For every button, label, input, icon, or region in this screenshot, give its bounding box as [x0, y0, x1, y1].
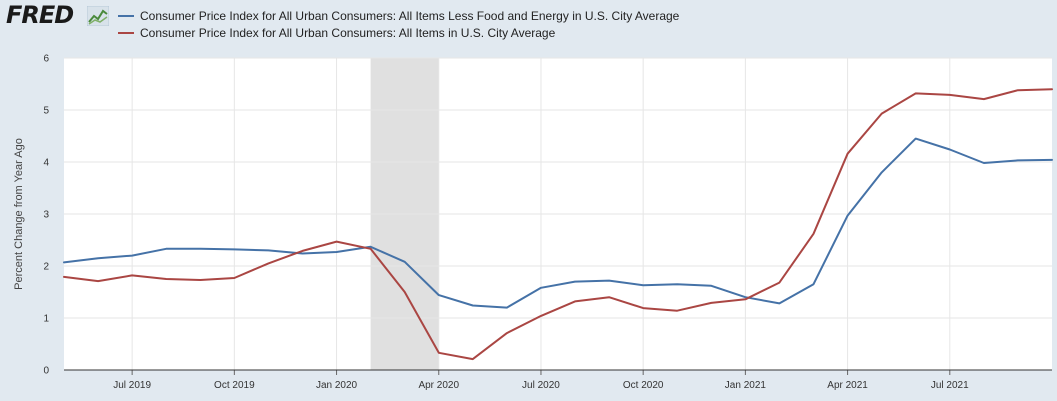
legend-swatch-core — [118, 14, 134, 17]
data-point-all-items — [1051, 88, 1053, 90]
data-point-core — [778, 302, 780, 304]
data-point-core — [438, 294, 440, 296]
data-point-all-items — [438, 352, 440, 354]
data-point-core — [63, 261, 65, 263]
data-point-core — [574, 280, 576, 282]
data-point-core — [335, 251, 337, 253]
data-point-all-items — [778, 281, 780, 283]
x-tick-label: Jan 2020 — [316, 380, 358, 391]
data-point-all-items — [744, 298, 746, 300]
data-point-all-items — [335, 240, 337, 242]
y-tick-label: 5 — [43, 106, 49, 117]
data-point-all-items — [642, 307, 644, 309]
y-axis-label: Percent Change from Year Ago — [13, 138, 25, 290]
data-point-all-items — [233, 277, 235, 279]
x-tick-label: Oct 2020 — [623, 380, 664, 391]
x-tick-label: Jul 2020 — [522, 380, 560, 391]
data-point-core — [267, 249, 269, 251]
data-point-core — [165, 248, 167, 250]
y-tick-label: 3 — [43, 210, 49, 221]
data-point-all-items — [301, 250, 303, 252]
y-tick-label: 4 — [43, 158, 49, 169]
data-point-core — [1051, 159, 1053, 161]
data-point-core — [472, 304, 474, 306]
legend-item-all-items[interactable]: Consumer Price Index for All Urban Consu… — [118, 24, 679, 41]
data-point-all-items — [608, 296, 610, 298]
data-point-all-items — [710, 302, 712, 304]
data-point-all-items — [97, 280, 99, 282]
data-point-core — [915, 137, 917, 139]
data-point-core — [97, 257, 99, 259]
x-tick-label: Jul 2019 — [113, 380, 151, 391]
fred-logo[interactable]: FRED — [6, 1, 74, 29]
data-point-all-items — [949, 94, 951, 96]
data-point-all-items — [131, 274, 133, 276]
legend-label-core: Consumer Price Index for All Urban Consu… — [140, 8, 680, 23]
data-point-core — [812, 283, 814, 285]
data-point-core — [676, 283, 678, 285]
y-tick-label: 6 — [43, 54, 49, 65]
data-point-all-items — [540, 315, 542, 317]
data-point-core — [608, 279, 610, 281]
data-point-core — [983, 162, 985, 164]
data-point-core — [642, 284, 644, 286]
data-point-all-items — [881, 112, 883, 114]
data-point-all-items — [472, 358, 474, 360]
data-point-core — [506, 306, 508, 308]
data-point-all-items — [165, 278, 167, 280]
x-tick-label: Oct 2019 — [214, 380, 255, 391]
data-point-all-items — [846, 153, 848, 155]
legend-swatch-all-items — [118, 31, 134, 34]
legend-item-core[interactable]: Consumer Price Index for All Urban Consu… — [118, 7, 679, 24]
legend-label-all-items: Consumer Price Index for All Urban Consu… — [140, 25, 556, 40]
data-point-core — [301, 252, 303, 254]
data-point-core — [233, 248, 235, 250]
data-point-core — [404, 261, 406, 263]
data-point-core — [1017, 159, 1019, 161]
data-point-core — [881, 171, 883, 173]
y-tick-label: 2 — [43, 262, 49, 273]
data-point-all-items — [404, 291, 406, 293]
series-line-all-items — [63, 88, 1053, 361]
fred-chart-icon — [87, 6, 109, 26]
data-point-all-items — [63, 276, 65, 278]
data-point-all-items — [983, 98, 985, 100]
y-tick-label: 1 — [43, 314, 49, 325]
data-point-all-items — [369, 248, 371, 250]
chart-header: FRED Consumer Price Index for All Urban … — [0, 0, 1057, 48]
data-point-core — [199, 248, 201, 250]
data-point-all-items — [199, 279, 201, 281]
data-point-all-items — [267, 262, 269, 264]
data-point-core — [744, 296, 746, 298]
data-point-all-items — [915, 92, 917, 94]
chart-legend: Consumer Price Index for All Urban Consu… — [118, 7, 679, 41]
data-point-all-items — [506, 332, 508, 334]
data-point-core — [846, 214, 848, 216]
y-tick-label: 0 — [43, 366, 49, 377]
series-line-core — [63, 137, 1053, 309]
data-point-all-items — [676, 310, 678, 312]
data-point-core — [949, 148, 951, 150]
data-point-core — [131, 254, 133, 256]
data-point-all-items — [1017, 89, 1019, 91]
data-point-all-items — [574, 300, 576, 302]
x-tick-label: Jan 2021 — [725, 380, 767, 391]
x-tick-label: Jul 2021 — [931, 380, 969, 391]
x-tick-label: Apr 2020 — [418, 380, 459, 391]
x-tick-label: Apr 2021 — [827, 380, 868, 391]
data-point-core — [540, 287, 542, 289]
data-point-core — [710, 285, 712, 287]
data-point-all-items — [812, 233, 814, 235]
